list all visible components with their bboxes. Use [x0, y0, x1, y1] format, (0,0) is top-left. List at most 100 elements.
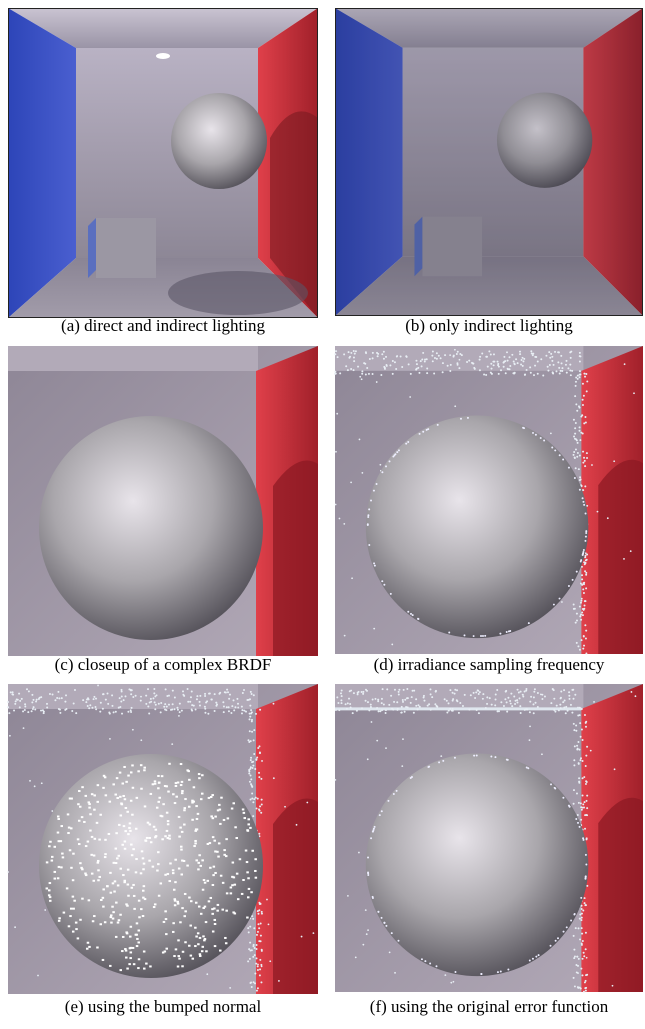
sample — [58, 708, 60, 710]
sample — [479, 359, 481, 361]
sample — [123, 766, 126, 768]
sample — [413, 690, 415, 692]
sample — [165, 933, 168, 935]
sample — [46, 703, 48, 705]
sample — [506, 711, 508, 713]
sample — [207, 880, 210, 882]
sample — [532, 432, 534, 434]
sample — [350, 706, 352, 708]
sample — [228, 710, 230, 712]
sample — [163, 921, 166, 923]
sample — [553, 364, 555, 366]
sample — [121, 803, 124, 805]
sample — [388, 704, 390, 706]
sample — [123, 825, 126, 827]
sample — [184, 941, 187, 943]
sample — [93, 854, 96, 856]
sample — [389, 364, 391, 366]
sample — [258, 940, 260, 942]
sample — [138, 916, 141, 918]
sample — [160, 815, 163, 817]
sample — [586, 553, 588, 555]
sample — [119, 796, 122, 798]
sample — [583, 373, 585, 375]
sample — [127, 895, 129, 897]
sample — [126, 968, 129, 970]
sample — [107, 703, 109, 705]
sample — [522, 694, 524, 696]
sample — [258, 909, 260, 911]
sample — [204, 708, 206, 710]
sample — [533, 374, 535, 376]
sample — [537, 373, 539, 375]
sample — [569, 370, 571, 372]
sample — [576, 793, 578, 795]
sample — [522, 696, 524, 698]
sample — [513, 373, 515, 375]
sample — [495, 699, 497, 701]
sample — [336, 413, 338, 415]
sample — [115, 862, 118, 864]
sample — [184, 893, 187, 895]
sample — [580, 602, 582, 604]
sample — [113, 711, 115, 713]
sample — [408, 363, 410, 365]
sample — [376, 707, 378, 709]
sample — [145, 703, 147, 705]
sample — [353, 692, 355, 694]
sample — [560, 697, 562, 699]
sample — [370, 499, 372, 501]
sample — [206, 973, 208, 975]
sample — [176, 707, 178, 709]
sample — [64, 701, 66, 703]
sample — [579, 707, 581, 709]
sample — [199, 955, 202, 957]
sample — [584, 416, 586, 418]
sample — [233, 802, 236, 804]
sample — [563, 689, 565, 691]
sample — [348, 698, 350, 700]
sample — [583, 582, 585, 584]
figure: (a) direct and indirect lighting(b) only… — [0, 0, 645, 1029]
sample — [376, 381, 378, 383]
sample — [571, 712, 573, 714]
sample — [584, 605, 586, 607]
sample — [32, 699, 34, 701]
sample — [154, 836, 157, 838]
sample — [362, 693, 364, 695]
sample — [196, 818, 199, 820]
sample — [180, 873, 183, 875]
sample — [122, 874, 125, 876]
sample — [115, 832, 118, 834]
sample — [49, 841, 52, 843]
sample — [578, 777, 580, 779]
sample — [109, 738, 111, 740]
sample — [111, 705, 113, 707]
sample — [573, 451, 575, 453]
sample — [583, 955, 585, 957]
sample — [33, 706, 35, 708]
sample — [256, 934, 258, 936]
sample — [60, 866, 63, 868]
sample — [450, 982, 452, 984]
sample — [123, 881, 126, 883]
sample — [390, 695, 392, 697]
sample — [575, 730, 577, 732]
sample — [358, 852, 360, 854]
sample — [178, 715, 180, 717]
sample — [173, 955, 176, 957]
sample — [415, 698, 417, 700]
sample — [510, 693, 512, 695]
sample — [573, 759, 575, 761]
sample — [142, 890, 145, 892]
sample — [577, 972, 579, 974]
sample — [104, 853, 107, 855]
sample — [198, 773, 201, 775]
sample — [344, 635, 346, 637]
sample — [498, 366, 500, 368]
sample — [583, 457, 585, 459]
sample — [623, 558, 625, 560]
sample — [454, 405, 456, 407]
sample — [400, 712, 402, 714]
sample — [237, 703, 239, 705]
